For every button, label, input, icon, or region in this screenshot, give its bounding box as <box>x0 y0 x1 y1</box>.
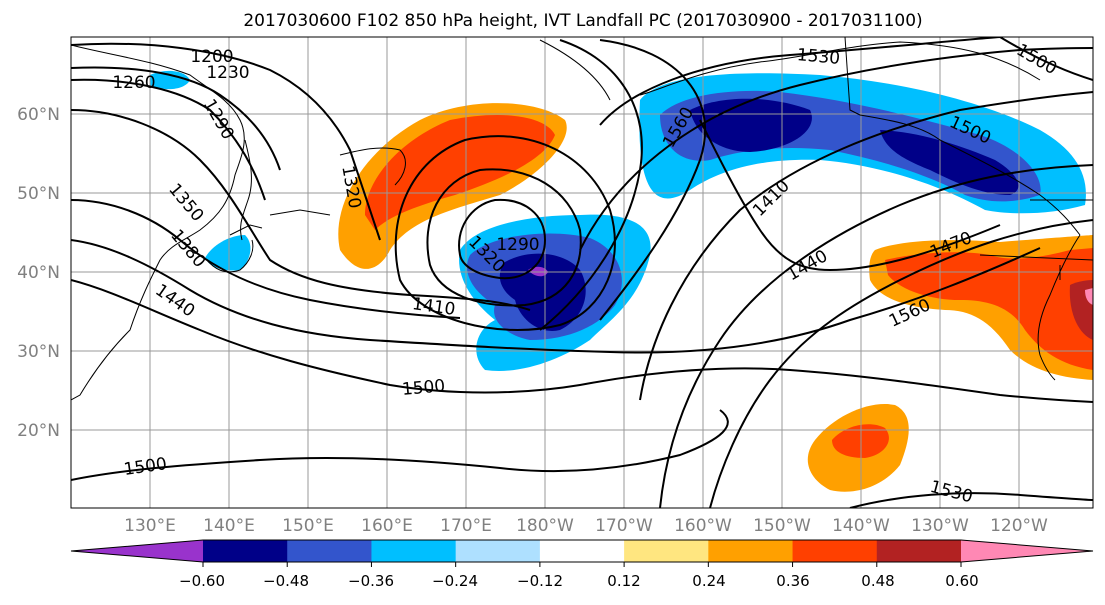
colorbar-tick-label: −0.24 <box>432 572 478 590</box>
contour-label: 1260 <box>112 73 155 93</box>
contour-label: 1530 <box>796 45 841 69</box>
colorbar-segment <box>792 540 878 562</box>
positive-anomaly-region-west-coast <box>869 235 1093 380</box>
contour-label: 1500 <box>401 376 446 400</box>
lon-label: 170°E <box>440 516 492 536</box>
colorbar-tick-label: 0.48 <box>861 572 894 590</box>
negative-anomaly-region-japan <box>150 70 251 271</box>
colorbar-tick-label: −0.60 <box>179 572 225 590</box>
colorbar-segment <box>624 540 709 562</box>
lon-label: 150°E <box>282 516 334 536</box>
colorbar-tick-label: 0.24 <box>692 572 725 590</box>
map-frame <box>70 36 1094 509</box>
colorbar-segment <box>371 540 457 562</box>
contour-label: 1230 <box>206 63 249 83</box>
colorbar-tick-label: −0.48 <box>263 572 309 590</box>
graticule <box>71 37 1093 508</box>
colorbar-segment <box>203 540 288 562</box>
positive-anomaly-region-subtropical <box>807 404 909 492</box>
colorbar-segment <box>287 540 372 562</box>
map-field: 1200 1230 1260 1290 1320 1350 1380 1440 … <box>71 37 1093 508</box>
lon-label: 130°W <box>911 516 969 536</box>
colorbar-segment <box>876 540 962 562</box>
positive-anomaly-region-west-pacific <box>338 103 567 269</box>
colorbar-tick-label: −0.36 <box>348 572 394 590</box>
lon-label: 150°W <box>753 516 811 536</box>
colorbar-tick-label: 0.36 <box>776 572 809 590</box>
lat-label: 50°N <box>17 184 60 204</box>
colorbar-segment <box>455 540 541 562</box>
latitude-labels: 60°N 50°N 40°N 30°N 20°N <box>17 105 60 441</box>
lat-label: 20°N <box>17 421 60 441</box>
lon-label: 170°W <box>595 516 653 536</box>
lon-label: 160°E <box>361 516 413 536</box>
colorbar-tick-labels: −0.60 −0.48 −0.36 −0.24 −0.12 0.12 0.24 … <box>179 572 979 590</box>
contour-label: 1200 <box>190 47 233 67</box>
lon-label: 160°W <box>674 516 732 536</box>
height-contours <box>71 37 1093 508</box>
lon-label: 130°E <box>124 516 176 536</box>
lon-label: 140°E <box>203 516 255 536</box>
lat-label: 40°N <box>17 263 60 283</box>
colorbar-tick-label: −0.12 <box>517 572 563 590</box>
lon-label: 180°W <box>516 516 574 536</box>
coastlines <box>71 37 1093 401</box>
lon-label: 120°W <box>990 516 1048 536</box>
contour-label: 1290 <box>496 235 539 255</box>
longitude-labels: 130°E 140°E 150°E 160°E 170°E 180°W 170°… <box>124 516 1048 536</box>
colorbar <box>70 539 1094 567</box>
colorbar-extend-low <box>71 540 203 562</box>
colorbar-segment <box>539 540 625 562</box>
colorbar-tick-label: 0.60 <box>945 572 978 590</box>
figure-title: 2017030600 F102 850 hPa height, IVT Land… <box>243 11 922 31</box>
colorbar-segment <box>708 540 794 562</box>
lat-label: 60°N <box>17 105 60 125</box>
colorbar-extend-high <box>961 540 1093 562</box>
lon-label: 140°W <box>832 516 890 536</box>
colorbar-tick-label: 0.12 <box>607 572 640 590</box>
lat-label: 30°N <box>17 342 60 362</box>
